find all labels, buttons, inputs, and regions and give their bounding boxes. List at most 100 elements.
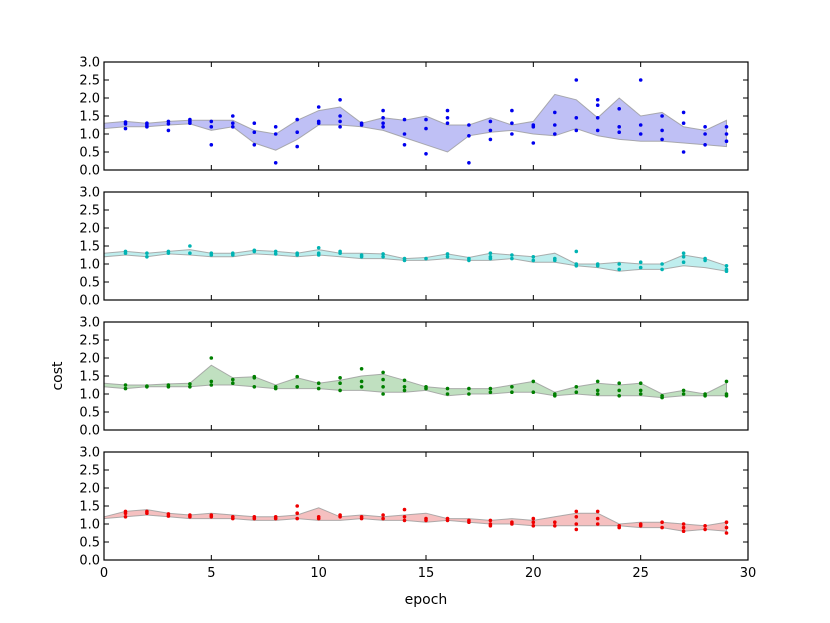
x-axis-label: epoch xyxy=(405,592,448,608)
y-tick-label: 0.0 xyxy=(79,164,100,179)
data-point xyxy=(188,244,192,248)
data-point xyxy=(381,385,385,389)
data-point xyxy=(359,123,364,127)
data-point xyxy=(166,251,171,255)
data-point xyxy=(359,254,364,259)
data-point xyxy=(166,385,171,389)
data-point xyxy=(316,246,321,250)
data-point xyxy=(445,116,450,120)
data-point xyxy=(188,121,192,125)
data-point xyxy=(531,254,536,259)
data-point xyxy=(402,143,407,147)
data-point xyxy=(209,379,214,384)
data-point xyxy=(660,114,664,118)
band-area xyxy=(103,507,727,532)
data-point xyxy=(209,125,214,129)
panel-3: 0.0 0.5 1.0 1.5 2.0 2.5 3.0 xyxy=(79,316,749,439)
y-tick-label: 2.5 xyxy=(79,334,100,349)
data-point xyxy=(252,143,257,147)
data-point xyxy=(338,388,342,393)
data-point xyxy=(724,531,729,535)
data-point xyxy=(209,253,214,257)
data-point xyxy=(381,392,385,396)
data-point xyxy=(381,254,385,259)
data-point xyxy=(445,518,450,523)
data-point xyxy=(445,392,450,396)
data-point xyxy=(510,256,514,261)
data-point xyxy=(166,514,171,518)
data-point xyxy=(617,381,621,386)
data-point xyxy=(402,132,407,136)
data-point xyxy=(595,128,600,133)
data-point xyxy=(188,382,192,386)
y-axis-label: cost xyxy=(50,361,66,391)
data-point xyxy=(467,392,471,396)
data-point xyxy=(467,123,471,127)
data-point xyxy=(273,516,278,521)
data-point xyxy=(424,256,428,261)
data-point xyxy=(531,520,536,524)
data-point xyxy=(273,125,278,129)
data-point xyxy=(681,121,686,125)
data-point xyxy=(574,78,579,82)
data-point xyxy=(166,122,171,126)
x-tick-label: 0 xyxy=(100,566,108,581)
data-point xyxy=(123,126,128,131)
x-tick-label: 25 xyxy=(632,566,649,581)
data-point xyxy=(166,119,171,124)
data-point xyxy=(145,385,149,389)
data-point xyxy=(402,378,407,383)
data-point xyxy=(273,252,278,256)
y-tick-label: 2.5 xyxy=(79,74,100,89)
data-point xyxy=(660,525,664,530)
y-tick-label: 2.5 xyxy=(79,204,100,219)
y-tick-label: 3.0 xyxy=(79,316,100,331)
band-area xyxy=(103,249,727,272)
data-point xyxy=(316,386,321,391)
data-point xyxy=(531,258,536,263)
data-point xyxy=(724,125,729,129)
data-point xyxy=(445,254,450,259)
data-point xyxy=(445,386,450,391)
data-point xyxy=(381,377,385,382)
data-point xyxy=(338,119,342,124)
data-point xyxy=(510,390,514,395)
data-point xyxy=(553,110,557,115)
data-point xyxy=(703,125,707,129)
y-tick-label: 0.5 xyxy=(79,536,100,551)
data-point xyxy=(166,128,171,133)
data-point xyxy=(724,394,729,398)
data-point xyxy=(510,385,514,389)
data-point xyxy=(359,516,364,521)
data-point xyxy=(316,253,321,257)
x-tick-label: 5 xyxy=(207,566,215,581)
y-tick-label: 2.0 xyxy=(79,352,100,367)
data-point xyxy=(402,515,407,519)
data-point xyxy=(724,379,729,384)
data-point xyxy=(638,524,643,528)
data-point xyxy=(660,137,664,142)
data-point xyxy=(681,522,686,526)
data-point xyxy=(531,524,536,528)
data-point xyxy=(595,98,600,102)
data-point xyxy=(252,121,257,125)
data-point xyxy=(660,520,664,524)
data-point xyxy=(316,105,321,109)
data-point xyxy=(295,511,300,515)
data-point xyxy=(359,379,364,384)
y-tick-label: 2.5 xyxy=(79,464,100,479)
data-point xyxy=(145,251,149,255)
data-point xyxy=(381,125,385,129)
data-point xyxy=(681,525,686,530)
data-point xyxy=(231,516,235,521)
data-point xyxy=(595,392,600,396)
data-point xyxy=(338,381,342,386)
data-point xyxy=(660,262,664,266)
data-point xyxy=(488,518,493,523)
data-point xyxy=(273,132,278,136)
data-point xyxy=(638,388,643,393)
data-point xyxy=(209,515,214,519)
data-point xyxy=(574,128,579,133)
panel-4: 0.0 0.5 1.0 1.5 2.0 2.5 3.0 0 5 10 15 20 25 30 xyxy=(79,446,756,582)
